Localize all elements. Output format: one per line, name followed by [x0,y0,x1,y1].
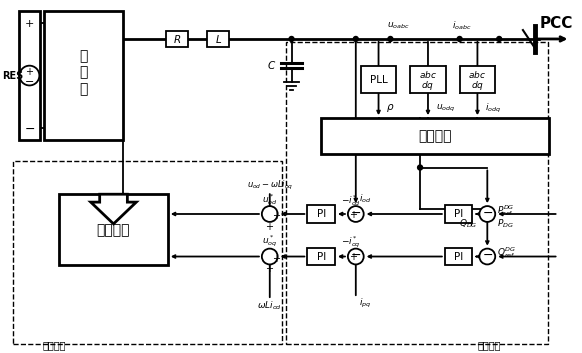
Text: PI: PI [317,252,326,262]
Text: $+$: $+$ [349,209,358,220]
Text: $dq$: $dq$ [421,79,435,92]
Text: $L$: $L$ [215,33,222,45]
Circle shape [496,36,502,41]
Bar [207,31,229,47]
Text: $-$: $-$ [482,248,493,261]
Text: $dq$: $dq$ [471,79,484,92]
Circle shape [262,249,278,264]
Text: $-$: $-$ [482,205,493,219]
Text: 内环控制: 内环控制 [42,341,66,351]
Bar [166,31,187,47]
Text: 电压调制: 电压调制 [97,223,130,237]
Text: $\omega Li_{od}$: $\omega Li_{od}$ [257,300,282,312]
Text: $+$: $+$ [272,253,281,264]
Circle shape [289,36,294,41]
Bar [445,247,473,265]
Bar [307,205,335,223]
Bar [13,161,282,343]
Text: $\rho$: $\rho$ [386,102,395,114]
Text: PI: PI [317,209,326,219]
Circle shape [353,36,359,41]
Text: PCC: PCC [540,16,573,31]
Text: $+$: $+$ [349,251,358,262]
Text: $P_{DG}$: $P_{DG}$ [497,218,514,230]
Bar [59,194,168,265]
Text: $abc$: $abc$ [419,69,437,80]
Text: $+$: $+$ [24,18,34,29]
Circle shape [348,249,364,264]
Text: $-i^*_{od}$: $-i^*_{od}$ [341,193,361,208]
Text: 外环控制: 外环控制 [478,341,501,351]
Text: $u^*_{od}$: $u^*_{od}$ [262,192,278,207]
Bar [286,42,548,343]
Text: $abc$: $abc$ [469,69,487,80]
Text: $-$: $-$ [24,74,34,84]
Text: $i_{pq}$: $i_{pq}$ [359,297,371,310]
Circle shape [457,36,462,41]
Text: $u^*_{oq}$: $u^*_{oq}$ [262,234,278,250]
Text: $-$: $-$ [24,121,35,134]
Text: $R$: $R$ [173,33,181,45]
Text: $-$: $-$ [350,205,361,219]
Text: $+$: $+$ [25,66,34,77]
Text: $u_{oabc}$: $u_{oabc}$ [387,21,410,31]
Circle shape [388,36,393,41]
Text: $u_{od}-\omega Li_{oq}$: $u_{od}-\omega Li_{oq}$ [247,179,293,192]
Circle shape [348,206,364,222]
Text: 功率计算: 功率计算 [418,129,452,143]
Bar [44,11,123,140]
Text: $+$: $+$ [265,221,274,232]
Text: $+$: $+$ [265,263,274,274]
Text: PI: PI [454,209,463,219]
Bar [445,205,473,223]
Text: $u_{odq}$: $u_{odq}$ [436,103,455,114]
Polygon shape [91,194,136,224]
Text: 逆
变
器: 逆 变 器 [80,49,88,96]
Bar [307,247,335,265]
Bar [321,118,549,154]
Text: $-i^*_{oq}$: $-i^*_{oq}$ [341,235,361,250]
Circle shape [480,249,495,264]
Circle shape [262,206,278,222]
Circle shape [20,66,40,85]
Text: $i_{odq}$: $i_{odq}$ [485,102,502,115]
Text: PI: PI [454,252,463,262]
Text: $i_{od}$: $i_{od}$ [359,193,371,205]
Bar [361,66,396,93]
Text: $i_{oabc}$: $i_{oabc}$ [452,20,471,32]
Text: $Q^{DG}_{ref}$: $Q^{DG}_{ref}$ [497,245,516,260]
Text: $+$: $+$ [272,210,281,221]
Text: $-$: $-$ [350,248,361,261]
Bar [19,11,40,140]
Text: $Q_{DG}$: $Q_{DG}$ [459,218,477,230]
Bar [410,66,446,93]
Text: RES: RES [2,71,23,80]
Text: $P^{DG}_{ref}$: $P^{DG}_{ref}$ [497,203,515,217]
Circle shape [418,165,423,170]
Text: $C$: $C$ [268,59,276,71]
Text: PLL: PLL [370,74,388,84]
Circle shape [480,206,495,222]
Bar [460,66,495,93]
